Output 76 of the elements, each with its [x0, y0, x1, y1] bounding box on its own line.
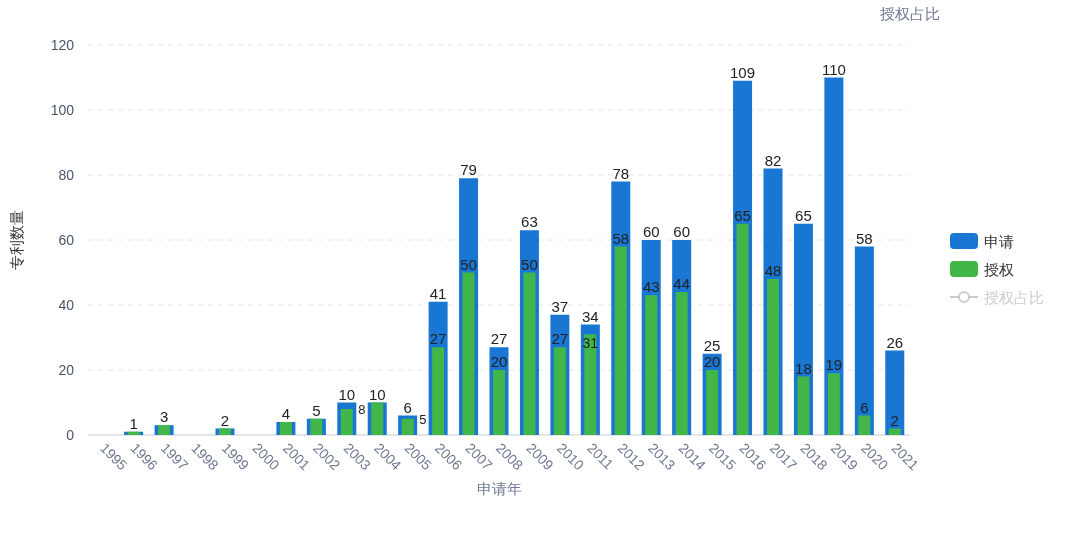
data-label: 20	[490, 353, 508, 370]
data-label: 19	[825, 356, 843, 374]
bar	[736, 223, 749, 435]
data-label: 20	[703, 353, 721, 370]
bar	[523, 272, 536, 435]
y-tick-label: 60	[58, 232, 75, 248]
y2-axis-title: 授权占比	[880, 5, 940, 22]
data-label: 58	[855, 229, 873, 247]
data-label: 58	[612, 229, 630, 247]
y-tick-label: 0	[66, 427, 75, 443]
bar	[767, 279, 779, 435]
data-label: 41	[429, 284, 447, 302]
data-label: 8	[358, 402, 366, 417]
data-label: 1	[129, 414, 138, 432]
data-label: 26	[886, 333, 904, 351]
data-label: 110	[821, 60, 846, 78]
bar	[493, 370, 505, 435]
data-label: 50	[460, 255, 477, 273]
data-label: 5	[312, 401, 321, 419]
data-label: 4	[281, 405, 291, 422]
bar	[462, 272, 475, 435]
data-label: 43	[642, 278, 660, 296]
bar	[854, 246, 874, 435]
bar	[432, 347, 445, 435]
data-label: 65	[795, 206, 812, 224]
y-tick-label: 40	[58, 297, 75, 313]
bar	[645, 295, 658, 435]
bar	[885, 350, 905, 435]
data-label: 48	[764, 262, 782, 279]
y-axis-title: 专利数量	[8, 210, 25, 270]
legend-label: 授权	[984, 261, 1014, 278]
data-label: 65	[734, 206, 751, 224]
data-label: 10	[338, 385, 356, 403]
bar	[858, 415, 871, 435]
data-label: 34	[581, 307, 599, 325]
y-tick-label: 20	[58, 362, 75, 378]
data-label: 25	[703, 336, 721, 354]
bar	[614, 246, 627, 435]
data-label: 27	[551, 330, 569, 348]
bar	[797, 376, 810, 435]
bar	[310, 418, 323, 435]
y-tick-label: 120	[50, 37, 75, 53]
data-label: 60	[673, 223, 691, 240]
data-label: 5	[419, 411, 427, 427]
data-label: 27	[429, 330, 447, 348]
data-label: 78	[612, 164, 630, 182]
data-label: 109	[730, 63, 756, 81]
bar	[553, 347, 566, 435]
bar	[675, 292, 688, 435]
legend-label: 申请	[984, 233, 1014, 250]
data-label: 2	[220, 411, 230, 429]
data-label: 79	[460, 161, 477, 179]
data-label: 37	[551, 297, 569, 315]
bar	[827, 373, 840, 435]
data-label: 3	[159, 408, 169, 426]
data-label: 18	[795, 359, 812, 377]
data-label: 82	[764, 151, 782, 169]
y-tick-label: 80	[58, 167, 75, 183]
bar	[279, 422, 292, 435]
data-label: 44	[673, 275, 691, 292]
data-label: 63	[521, 213, 538, 231]
bar	[706, 370, 719, 435]
data-label: 2	[890, 411, 899, 429]
data-label: 10	[368, 385, 386, 403]
bar	[340, 409, 353, 435]
bar	[219, 428, 231, 435]
y-tick-label: 100	[50, 102, 75, 118]
x-axis-title: 申请年	[476, 480, 522, 497]
bar	[888, 428, 901, 435]
data-label: 6	[403, 398, 412, 416]
data-label: 50	[521, 255, 538, 273]
bar	[158, 425, 171, 435]
bar	[127, 431, 140, 435]
data-label: 60	[642, 223, 660, 240]
data-label: 27	[490, 330, 508, 348]
data-label: 6	[860, 398, 869, 416]
